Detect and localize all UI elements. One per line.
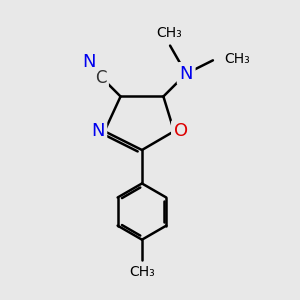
Text: CH₃: CH₃: [129, 265, 155, 279]
Text: N: N: [91, 122, 105, 140]
Text: N: N: [82, 53, 96, 71]
Text: N: N: [179, 65, 193, 83]
Text: O: O: [174, 122, 188, 140]
Text: C: C: [95, 69, 106, 87]
Text: CH₃: CH₃: [224, 52, 250, 66]
Text: CH₃: CH₃: [156, 26, 182, 40]
